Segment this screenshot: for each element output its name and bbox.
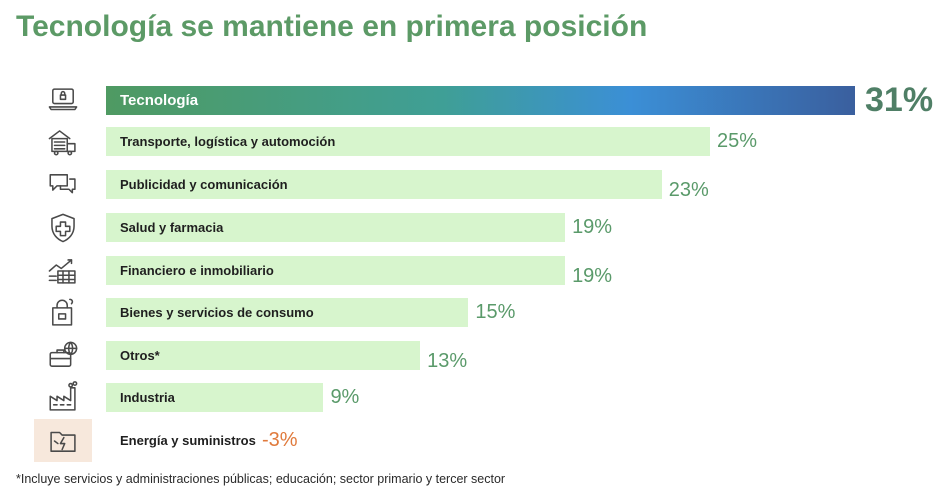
value-label: -3% [262, 429, 298, 451]
chart-bar [106, 86, 855, 115]
chart-bar [106, 127, 711, 156]
factory-icon [34, 376, 92, 419]
value-label: 9% [330, 386, 360, 408]
chat-bubbles-icon [34, 163, 92, 206]
chart-bar [106, 256, 566, 285]
footnote: *Incluye servicios y administraciones pú… [16, 472, 506, 486]
value-label: 19% [572, 265, 613, 287]
category-label: Otros* [120, 348, 160, 363]
chart-bar [106, 170, 662, 199]
chart-row: Financiero e inmobiliario 19% [0, 249, 948, 292]
value-label: 31% [865, 81, 934, 119]
chart-bar [106, 298, 469, 327]
chart-bar [106, 213, 566, 242]
category-label: Energía y suministros [120, 433, 256, 448]
category-label: Publicidad y comunicación [120, 177, 288, 192]
value-label: 25% [717, 130, 758, 152]
energy-folder-icon [34, 419, 92, 462]
chart-bar [106, 383, 324, 412]
chart-row: Bienes y servicios de consumo 15% [0, 291, 948, 334]
laptop-lock-icon [34, 84, 92, 117]
category-label: Bienes y servicios de consumo [120, 305, 314, 320]
briefcase-globe-icon [34, 334, 92, 377]
chart-row: Salud y farmacia 19% [0, 206, 948, 249]
value-label: 13% [427, 350, 468, 372]
chart-row: Tecnología 31% [0, 81, 948, 127]
value-label: 19% [572, 216, 613, 238]
medical-shield-icon [34, 206, 92, 249]
shopping-bag-lock-icon [34, 291, 92, 334]
financial-chart-building-icon [34, 249, 92, 292]
chart-row: Industria 9% [0, 376, 948, 419]
chart-row: Transporte, logística y automoción 25% [0, 120, 948, 163]
chart-title: Tecnología se mantiene en primera posici… [16, 10, 648, 43]
value-label: 15% [475, 301, 516, 323]
category-label: Tecnología [120, 92, 199, 109]
category-label: Financiero e inmobiliario [120, 263, 274, 278]
chart-bar [106, 341, 421, 370]
category-label: Transporte, logística y automoción [120, 134, 336, 149]
category-label: Salud y farmacia [120, 220, 224, 235]
value-label: 23% [668, 179, 709, 201]
category-label: Industria [120, 390, 175, 405]
chart-row: Energía y suministros -3% [0, 419, 948, 462]
chart-row: Otros* 13% [0, 334, 948, 377]
truck-warehouse-icon [34, 120, 92, 163]
chart-row: Publicidad y comunicación 23% [0, 163, 948, 206]
